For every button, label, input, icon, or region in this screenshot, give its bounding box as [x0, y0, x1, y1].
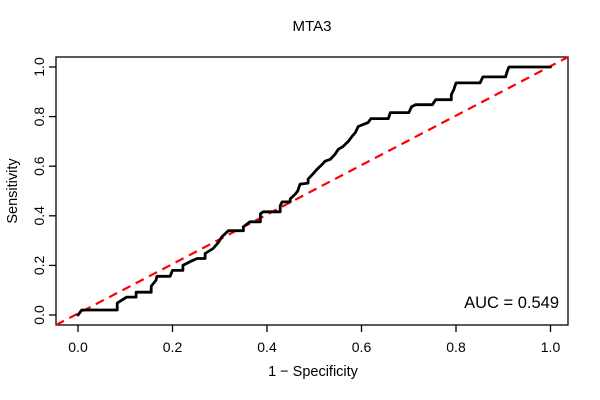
- chance-diagonal-line: [55, 56, 569, 326]
- roc-curve-line: [76, 65, 552, 317]
- x-tick-label: 0.0: [68, 339, 88, 355]
- y-tick-label: 0.0: [31, 305, 47, 325]
- y-tick-label: 0.4: [31, 206, 47, 226]
- y-axis-label: Sensitivity: [5, 158, 21, 224]
- x-tick-label: 0.2: [163, 339, 183, 355]
- y-tick-label: 0.8: [31, 107, 47, 127]
- chart-title: MTA3: [293, 18, 332, 35]
- y-tick-label: 0.6: [31, 156, 47, 176]
- x-tick-label: 1.0: [541, 339, 561, 355]
- plot-box: [55, 56, 569, 326]
- x-tick-label: 0.6: [352, 339, 372, 355]
- auc-annotation: AUC = 0.549: [464, 294, 559, 312]
- plot-area: 0.0 0.2 0.4 0.6 0.8 1.0 0.0 0.2 0.4 0.6 0.8 1.0: [31, 56, 569, 355]
- y-tick-label: 1.0: [31, 57, 47, 77]
- x-axis-label: 1 − Specificity: [268, 364, 359, 380]
- x-tick-label: 0.8: [446, 339, 466, 355]
- y-tick-label: 0.2: [31, 255, 47, 275]
- x-tick-label: 0.4: [257, 339, 277, 355]
